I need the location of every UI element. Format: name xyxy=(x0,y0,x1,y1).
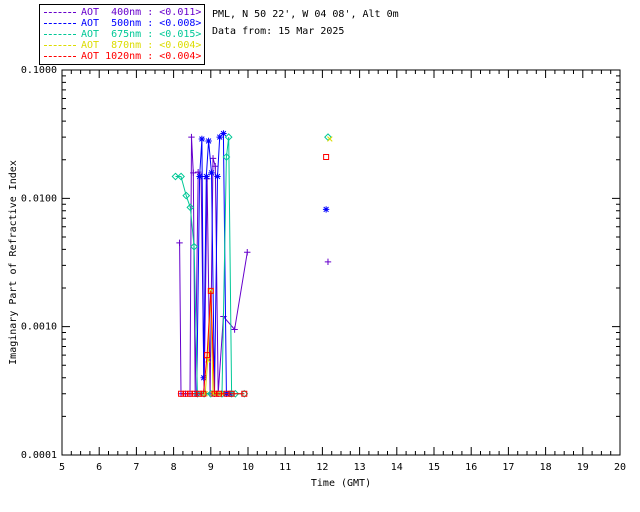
legend-line-sample-500nm xyxy=(44,23,76,24)
legend-line-sample-870nm xyxy=(44,45,76,46)
legend-item-aot-675nm: AOT 675nm : <0.015> xyxy=(44,29,202,40)
legend-item-aot-870nm: AOT 870nm : <0.004> xyxy=(44,40,202,51)
svg-text:Imaginary Part of Refractive I: Imaginary Part of Refractive Index xyxy=(8,160,19,365)
svg-text:17: 17 xyxy=(502,462,514,473)
legend-label-1020nm: AOT 1020nm : <0.004> xyxy=(81,51,202,62)
plot-header: PML, N 50 22', W 04 08', Alt 0m Data fro… xyxy=(212,6,399,40)
svg-text:0.0100: 0.0100 xyxy=(21,193,57,204)
data-date-text: Data from: 15 Mar 2025 xyxy=(212,26,345,37)
svg-text:18: 18 xyxy=(540,462,552,473)
legend-label-400nm: AOT 400nm : <0.011> xyxy=(81,7,202,18)
legend-box: AOT 400nm : <0.011> AOT 500nm : <0.008> … xyxy=(39,4,205,65)
svg-text:5: 5 xyxy=(59,462,65,473)
svg-text:20: 20 xyxy=(614,462,626,473)
svg-text:19: 19 xyxy=(577,462,589,473)
legend-line-sample-400nm xyxy=(44,12,76,13)
svg-text:0.0001: 0.0001 xyxy=(21,450,57,461)
svg-text:9: 9 xyxy=(208,462,214,473)
series-aot-675nm xyxy=(171,133,332,398)
legend-label-870nm: AOT 870nm : <0.004> xyxy=(81,40,202,51)
axis-labels: 5 6 7 8 9 10 11 12 13 14 15 16 17 18 19 20 0.1000 0.0100 0… xyxy=(8,65,626,489)
legend-item-aot-400nm: AOT 400nm : <0.011> xyxy=(44,7,202,18)
legend-label-500nm: AOT 500nm : <0.008> xyxy=(81,18,202,29)
svg-text:16: 16 xyxy=(465,462,477,473)
svg-text:10: 10 xyxy=(242,462,254,473)
legend-label-675nm: AOT 675nm : <0.015> xyxy=(81,29,202,40)
legend-item-aot-500nm: AOT 500nm : <0.008> xyxy=(44,18,202,29)
svg-text:0.0010: 0.0010 xyxy=(21,322,57,333)
svg-text:0.1000: 0.1000 xyxy=(21,65,57,76)
svg-text:6: 6 xyxy=(96,462,102,473)
svg-text:7: 7 xyxy=(133,462,139,473)
svg-text:8: 8 xyxy=(171,462,177,473)
svg-text:15: 15 xyxy=(428,462,440,473)
svg-text:11: 11 xyxy=(279,462,291,473)
legend-item-aot-1020nm: AOT 1020nm : <0.004> xyxy=(44,51,202,62)
site-location-text: PML, N 50 22', W 04 08', Alt 0m xyxy=(212,9,399,20)
series-aot-500nm xyxy=(193,130,330,397)
svg-text:Time (GMT): Time (GMT) xyxy=(311,478,371,489)
axes xyxy=(61,69,621,456)
legend-line-sample-675nm xyxy=(44,34,76,35)
svg-text:13: 13 xyxy=(354,462,366,473)
series-aot-1020nm xyxy=(178,153,330,397)
svg-text:14: 14 xyxy=(391,462,403,473)
legend-line-sample-1020nm xyxy=(44,56,76,57)
svg-text:12: 12 xyxy=(316,462,328,473)
